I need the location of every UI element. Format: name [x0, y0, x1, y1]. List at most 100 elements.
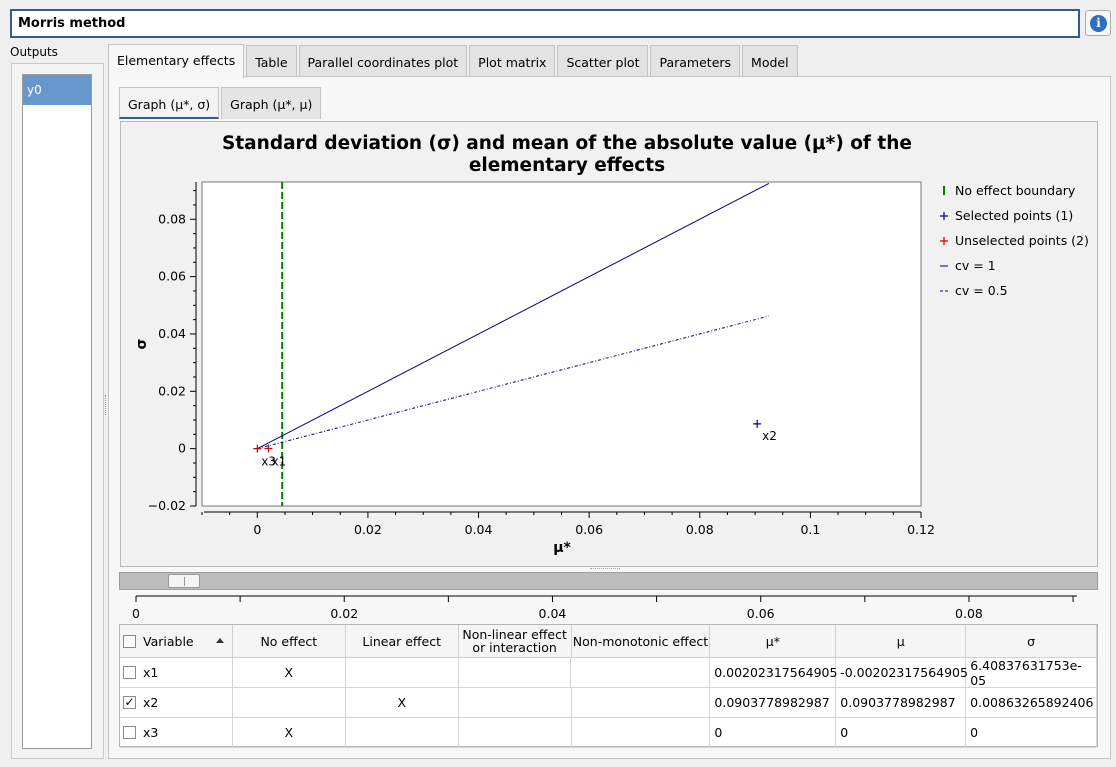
legend-entry: Selected points (1): [955, 208, 1073, 223]
unselected-point-marker: [264, 444, 273, 453]
cell-variable: ✓ x2: [120, 688, 233, 717]
column-header-mu-star[interactable]: μ*: [710, 625, 837, 657]
outputs-label: Outputs: [10, 45, 58, 59]
column-header-no-effect[interactable]: No effect: [233, 625, 346, 657]
y-tick-label: 0.02: [158, 383, 186, 398]
table-row[interactable]: x3 X 0 0 0: [120, 718, 1098, 748]
cell-non-monotonic: [572, 688, 711, 717]
cell-mu-star: 0: [710, 718, 837, 747]
unselected-point-marker: [253, 444, 262, 453]
cell-nonlinear-effect: [459, 688, 572, 717]
chart-title-line: Standard deviation (σ) and mean of the a…: [222, 133, 912, 154]
y-tick-label: 0.04: [158, 326, 186, 341]
y-tick-label: −0.02: [148, 498, 186, 513]
cell-sigma: 0: [966, 718, 1098, 747]
y-axis-label: σ: [134, 338, 150, 349]
cv-1-line: [257, 182, 770, 450]
column-header-nonlinear-effect[interactable]: Non-linear effect or interaction: [459, 625, 572, 657]
cell-nonlinear-effect: [459, 718, 572, 747]
legend-entry: cv = 0.5: [955, 283, 1008, 298]
title-field[interactable]: Morris method: [10, 9, 1080, 38]
cell-mu-star: 0.00202317564905: [710, 658, 837, 687]
cell-variable: x3: [120, 718, 233, 747]
tab-parameters[interactable]: Parameters: [650, 45, 741, 77]
slider-scale-label: 0.04: [539, 606, 567, 621]
column-header-line: Non-linear effect: [462, 627, 567, 642]
info-button[interactable]: i: [1085, 10, 1111, 36]
selected-point-marker: [753, 419, 762, 428]
cell-sigma: 0.00863265892406: [966, 688, 1098, 717]
tab-table[interactable]: Table: [246, 45, 297, 77]
y-tick-label: 0.06: [158, 269, 186, 284]
cv-0-5-line: [257, 315, 770, 450]
cell-variable: x1: [120, 658, 233, 687]
column-header-mu[interactable]: μ: [836, 625, 967, 657]
chart-title-line: elementary effects: [469, 155, 665, 176]
x-axis-label: μ*: [553, 540, 571, 556]
vertical-splitter[interactable]: [105, 395, 108, 415]
cell-no-effect: X: [233, 658, 346, 687]
cell-no-effect: [233, 688, 346, 717]
slider-scale-label: 0.06: [747, 606, 775, 621]
row-checkbox[interactable]: [123, 666, 136, 679]
cell-non-monotonic: [571, 658, 711, 687]
column-header-non-monotonic[interactable]: Non-monotonic effect: [572, 625, 711, 657]
tab-plot-matrix[interactable]: Plot matrix: [469, 45, 556, 77]
column-header-label: Variable: [143, 633, 194, 649]
cell-mu: -0.00202317564905: [836, 658, 968, 687]
table-row[interactable]: ✓ x2 X 0.0903778982987 0.0903778982987 0.0086…: [120, 688, 1098, 718]
tab-model[interactable]: Model: [742, 45, 798, 77]
column-header-linear-effect[interactable]: Linear effect: [346, 625, 459, 657]
slider-scale-label: 0.08: [955, 606, 983, 621]
cell-non-monotonic: [572, 718, 711, 747]
cell-mu: 0.0903778982987: [836, 688, 967, 717]
main-tabbar: Elementary effects Table Parallel coordi…: [108, 44, 800, 78]
legend-entry: Unselected points (2): [955, 233, 1089, 248]
subtab-graph-mu-star-mu[interactable]: Graph (μ*, μ): [221, 87, 322, 119]
column-header-sigma[interactable]: σ: [966, 625, 1098, 657]
horizontal-splitter[interactable]: [590, 568, 620, 571]
cell-linear-effect: [346, 658, 459, 687]
column-header-line: or interaction: [472, 640, 557, 655]
table-row[interactable]: x1 X 0.00202317564905 -0.00202317564905 6.40…: [120, 658, 1098, 688]
cell-sigma: 6.40837631753e-05: [966, 658, 1098, 688]
no-effect-boundary-slider[interactable]: [119, 572, 1098, 590]
tab-parallel-coordinates-plot[interactable]: Parallel coordinates plot: [298, 45, 468, 77]
graph-subtabbar: Graph (μ*, σ) Graph (μ*, μ): [119, 87, 323, 119]
outputs-list[interactable]: y0: [22, 74, 92, 749]
tab-scatter-plot[interactable]: Scatter plot: [557, 45, 649, 77]
row-checkbox[interactable]: ✓: [123, 695, 136, 709]
outputs-item-y0[interactable]: y0: [23, 75, 91, 105]
x-tick-label: 0.06: [575, 522, 603, 537]
legend-swatch: [940, 212, 948, 220]
legend-entry: No effect boundary: [955, 183, 1076, 198]
subtab-graph-mu-star-sigma[interactable]: Graph (μ*, σ): [119, 87, 220, 119]
legend-swatch: [940, 237, 948, 245]
x-tick-label: 0.1: [800, 522, 820, 537]
select-all-checkbox[interactable]: [123, 634, 136, 648]
cell-no-effect: X: [233, 718, 346, 747]
x-tick-label: 0.08: [686, 522, 714, 537]
slider-handle[interactable]: [168, 574, 200, 588]
tab-elementary-effects[interactable]: Elementary effects: [108, 44, 245, 78]
effects-table: Variable No effect Linear effect Non-lin…: [119, 624, 1098, 748]
cell-nonlinear-effect: [459, 658, 572, 687]
slider-scale: 0 0.02 0.04 0.06 0.08: [132, 595, 1077, 621]
x-tick-label: 0.02: [354, 522, 382, 537]
info-icon: i: [1090, 15, 1107, 32]
point-label: x2: [762, 429, 777, 443]
variable-name: x3: [143, 725, 159, 740]
elementary-effects-chart[interactable]: Standard deviation (σ) and mean of the a…: [121, 122, 1097, 566]
slider-scale-label: 0: [132, 606, 140, 621]
y-tick-label: 0.08: [158, 211, 186, 226]
cell-linear-effect: [346, 718, 459, 747]
plot-area: [201, 181, 922, 507]
table-header: Variable No effect Linear effect Non-lin…: [120, 625, 1098, 658]
column-header-variable[interactable]: Variable: [120, 625, 233, 657]
x-tick-label: 0.04: [465, 522, 493, 537]
legend-entry: cv = 1: [955, 258, 996, 273]
variable-name: x2: [143, 695, 159, 710]
point-label: x1: [271, 454, 286, 468]
x-tick-label: 0.12: [907, 522, 935, 537]
row-checkbox[interactable]: [123, 726, 136, 739]
